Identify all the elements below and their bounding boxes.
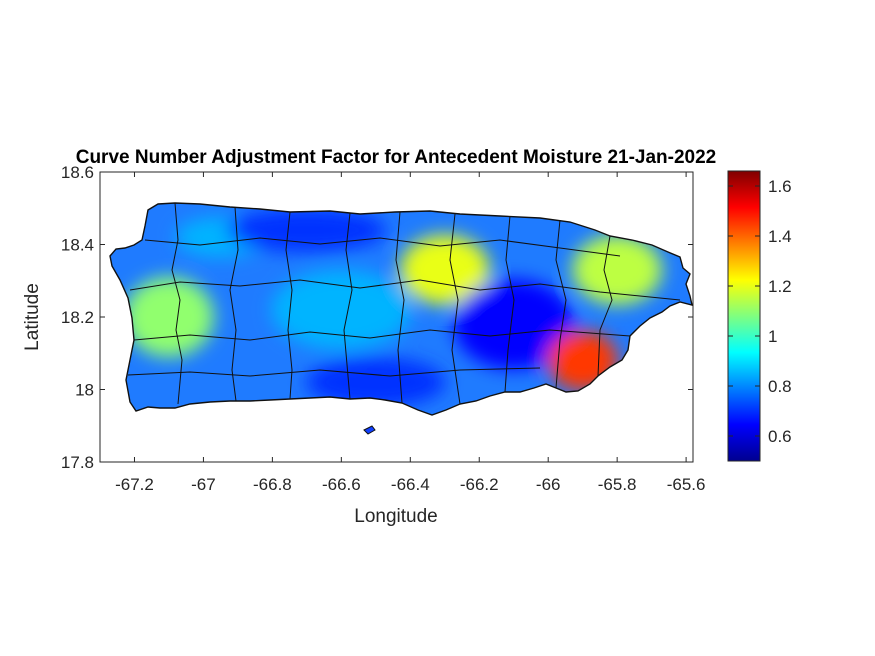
municipal-border [555,219,567,389]
x-axis: -67.2 -67 -66.8 -66.6 -66.4 -66.2 -66 -65.8 -65.… [115,172,705,494]
x-tick-label: -66.4 [391,475,430,494]
island-outline [109,202,693,416]
moisture-region-central [271,269,412,350]
y-tick-label: 18.2 [61,308,94,327]
municipal-border [127,367,541,377]
moisture-region-west [123,277,214,357]
colorbar-tick-label: 1 [768,327,777,346]
x-tick-label: -65.6 [667,475,706,494]
y-tick-label: 17.8 [61,453,94,472]
y-axis-label: Latitude [22,283,43,351]
x-tick-label: -65.8 [598,475,637,494]
moisture-region-south-central [305,357,446,408]
colorbar-ticks: 0.6 0.8 1 1.2 1.4 1.6 [728,177,792,446]
x-tick-label: -67.2 [115,475,154,494]
x-tick-label: -67 [191,475,216,494]
municipal-border [144,237,621,257]
colorbar-tick-label: 1.6 [768,177,792,196]
moisture-region-east-central [453,279,574,370]
x-axis-label: Longitude [354,506,437,527]
y-tick-label: 18.6 [61,163,94,182]
small-islet [363,425,376,435]
x-tick-label: -66.2 [460,475,499,494]
municipal-border [171,202,183,405]
moisture-region-northeast [572,234,663,305]
municipal-border [129,279,681,301]
municipal-border [504,215,515,393]
municipal-borders [127,202,681,405]
municipal-border [285,211,293,400]
municipal-border [133,329,631,341]
y-axis: 17.8 18 18.2 18.4 18.6 [61,163,693,472]
y-tick-label: 18.4 [61,236,94,255]
colorbar-tick-label: 0.6 [768,427,792,446]
colorbar-tick-label: 0.8 [768,377,792,396]
colorbar-tick-label: 1.4 [768,227,792,246]
x-tick-label: -66.8 [253,475,292,494]
island-moisture-map [110,203,692,415]
moisture-region-north-central [226,208,387,252]
y-tick-label: 18 [75,381,94,400]
x-tick-label: -66 [536,475,561,494]
colorbar [727,170,761,462]
x-tick-label: -66.6 [322,475,361,494]
municipal-border [343,212,353,400]
municipal-border [395,211,405,404]
municipal-border [597,235,613,377]
colorbar-tick-label: 1.2 [768,277,792,296]
map-title: Curve Number Adjustment Factor for Antec… [76,147,717,168]
